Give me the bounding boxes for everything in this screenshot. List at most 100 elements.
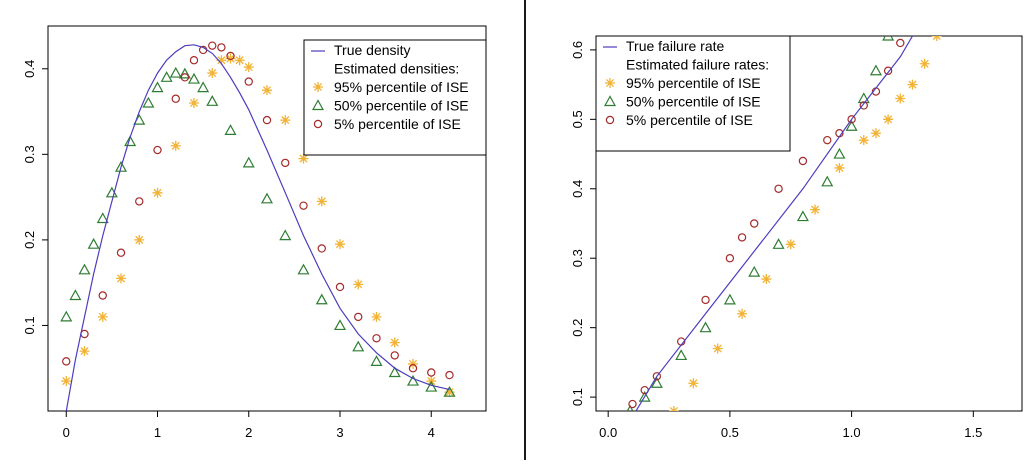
data-point [688, 378, 699, 389]
axes: 0 1 2 3 4 0.1 0.2 0.3 0.4 [22, 60, 435, 440]
data-point [142, 96, 155, 108]
y-tick-label: 0.3 [570, 249, 585, 267]
data-point [208, 41, 217, 50]
data-point [372, 334, 381, 343]
data-point [352, 340, 365, 352]
legend-heading: Estimated densities: [334, 61, 459, 77]
x-tick-label: 1.5 [964, 425, 982, 440]
legend-label: True failure rate [626, 38, 725, 54]
data-point [262, 85, 272, 96]
data-point [207, 68, 218, 79]
data-point [114, 160, 128, 172]
data-point [847, 115, 856, 124]
legend-box [595, 35, 791, 152]
data-point [170, 140, 181, 151]
x-tick-label: 2 [245, 425, 252, 440]
data-point [882, 36, 895, 41]
legend-label: 50% percentile of ISE [626, 94, 761, 110]
data-point [317, 244, 326, 253]
series-5-percentile-of-ise [62, 41, 454, 380]
data-point [226, 51, 235, 61]
chart-0: 0 1 2 3 4 0.1 0.2 0.3 0.4 True density Estimated d… [22, 25, 487, 440]
data-point [761, 274, 772, 285]
y-tick-label: 0.2 [570, 319, 585, 337]
data-point [371, 311, 382, 322]
x-tick-label: 1.0 [843, 425, 861, 440]
data-point [748, 265, 761, 277]
data-point [353, 279, 364, 290]
panel-divider [524, 0, 526, 460]
data-point [821, 175, 834, 187]
density-plot-panel: 0 1 2 3 4 0.1 0.2 0.3 0.4 True density Estimated d… [22, 25, 487, 440]
data-point [907, 79, 918, 90]
series-line [65, 44, 450, 411]
data-point [87, 237, 100, 249]
y-tick-label: 0.3 [22, 145, 37, 163]
plot-frame [595, 35, 1023, 412]
data-point [408, 358, 418, 369]
data-point [335, 239, 345, 250]
y-tick-label: 0.1 [570, 388, 585, 406]
data-point [388, 366, 401, 378]
data-point [772, 238, 785, 249]
data-point [244, 77, 253, 86]
legend: True failure rate Estimated failure rates… [595, 35, 791, 152]
data-point [798, 156, 808, 166]
data-point [279, 229, 292, 241]
legend-label: 5% percentile of ISE [334, 116, 461, 132]
data-point [169, 66, 182, 78]
data-point [810, 204, 821, 215]
data-point [299, 201, 308, 210]
data-point [217, 43, 226, 52]
legend-heading: Estimated failure rates: [626, 57, 769, 73]
data-point [178, 67, 191, 79]
data-point [785, 239, 796, 250]
data-point [896, 38, 905, 48]
data-point [189, 56, 199, 65]
data-point [315, 293, 328, 305]
legend-marker-symbol [311, 99, 325, 111]
data-point [712, 343, 723, 354]
data-point [701, 295, 710, 305]
data-point [171, 94, 180, 103]
legend: True density Estimated densities: 95% perc… [303, 39, 487, 156]
data-point [796, 210, 809, 222]
data-point [298, 153, 309, 164]
chart-1: 0.0 0.5 1.0 1.5 0.1 0.2 0.3 0.4 0.5 0.6 True failu… [570, 35, 1023, 440]
data-point [723, 293, 736, 305]
data-point [69, 289, 82, 301]
data-point [280, 115, 291, 126]
data-point [78, 263, 91, 275]
data-point [883, 114, 894, 125]
legend-label: 50% percentile of ISE [334, 98, 469, 114]
y-tick-label: 0.5 [570, 110, 585, 128]
data-point [834, 162, 845, 173]
data-point [858, 135, 869, 146]
data-point [116, 273, 126, 284]
data-point [919, 58, 930, 69]
series-true-density [65, 44, 450, 411]
data-point [869, 64, 882, 76]
data-point [189, 98, 199, 108]
data-point [737, 233, 747, 242]
legend-label: True density [334, 42, 411, 58]
data-point [870, 128, 881, 139]
series-95-percentile-of-ise [668, 36, 942, 411]
data-point [389, 337, 400, 348]
data-point [725, 254, 735, 263]
data-point [859, 101, 868, 110]
data-point [216, 55, 227, 66]
data-point [153, 145, 162, 155]
data-point [316, 196, 327, 207]
data-point [225, 53, 236, 64]
x-tick-label: 0.5 [721, 425, 739, 440]
data-point [931, 36, 942, 41]
y-tick-label: 0.6 [570, 41, 585, 59]
data-point [650, 376, 663, 388]
data-point [883, 66, 893, 75]
data-point [370, 355, 383, 366]
legend-label: 95% percentile of ISE [334, 79, 469, 95]
legend-marker-symbol [313, 119, 323, 129]
data-point [652, 372, 662, 381]
data-point [668, 406, 679, 411]
